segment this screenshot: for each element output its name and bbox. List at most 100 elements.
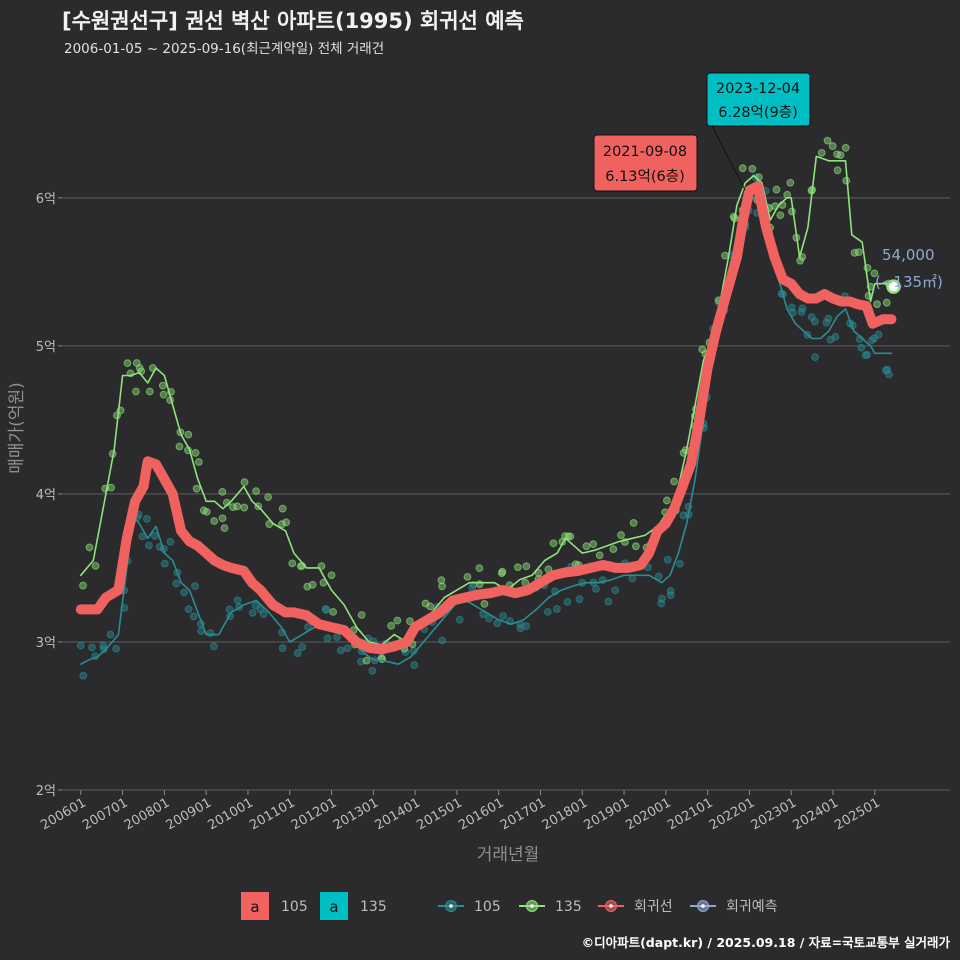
scatter-point-135: [873, 300, 881, 309]
scatter-point-105: [143, 514, 151, 523]
scatter-point-105: [811, 317, 819, 326]
scatter-point-105: [145, 541, 153, 550]
legend-dot-center-135: [530, 904, 534, 908]
scatter-point-105: [172, 579, 181, 588]
chart-title: [수원권선구] 권선 벽산 아파트(1995) 회귀선 예측: [62, 9, 524, 33]
scatter-point-135: [329, 607, 338, 616]
legend-label-회귀예측: 회귀예측: [726, 899, 778, 915]
end-value-label: 54,000: [882, 246, 935, 264]
legend-label-회귀선: 회귀선: [634, 899, 673, 915]
scatter-point-105: [868, 336, 876, 345]
scatter-point-105: [248, 608, 257, 617]
scatter-point-105: [160, 559, 169, 568]
scatter-point-105: [278, 644, 287, 653]
series-line-회귀선: [75, 181, 897, 655]
y-axis-ticks: 2억 3억 4억 5억 6억: [36, 192, 62, 799]
series-lines: [75, 155, 897, 665]
scatter-point-105: [822, 318, 831, 327]
scatter-point-135: [218, 514, 227, 523]
scatter-point-135: [870, 269, 879, 278]
scatter-point-135: [480, 600, 489, 608]
scatter-point-135: [421, 599, 430, 608]
scatter-point-135: [833, 166, 842, 175]
y-tick-label: 3억: [36, 636, 56, 651]
scatter-point-135: [303, 582, 312, 591]
scatter-point-135: [406, 617, 414, 626]
scatter-point-105: [628, 574, 637, 583]
scatter-point-135: [240, 478, 249, 487]
scatter-point-135: [362, 656, 371, 665]
scatter-point-135: [282, 518, 291, 527]
end-area-label: (~135㎡): [875, 273, 943, 291]
y-tick-label: 4억: [36, 488, 56, 503]
scatter-point-135: [513, 563, 522, 572]
scatter-point-135: [184, 430, 193, 439]
scatter-point-135: [850, 248, 859, 257]
scatter-point-135: [132, 387, 140, 396]
scatter-point-135: [549, 539, 558, 548]
scatter-point-135: [278, 504, 287, 513]
scatter-point-105: [79, 671, 88, 680]
scatter-point-135: [210, 517, 219, 525]
legend: a 105 a 135 105 135 회귀선 회귀예측: [241, 892, 778, 920]
scatter-point-135: [582, 542, 591, 551]
legend-swatch-105: [241, 892, 269, 920]
scatter-point-135: [107, 483, 116, 492]
scatter-point-135: [772, 185, 781, 194]
y-tick-label: 5억: [36, 340, 56, 355]
callout-box-2021: [593, 134, 698, 192]
scatter-point-135: [595, 551, 604, 560]
callout-value-2021: 6.13억(6층): [605, 168, 685, 185]
scatter-point-105: [455, 615, 464, 624]
scatter-point-105: [106, 630, 115, 639]
scatter-point-105: [336, 646, 345, 655]
scatter-point-135: [387, 621, 396, 630]
y-tick-label: 6억: [36, 192, 56, 207]
scatter-point-135: [786, 178, 795, 187]
scatter-point-105: [553, 605, 561, 613]
scatter-point-135: [123, 359, 132, 368]
scatter-point-135: [240, 503, 249, 512]
legend-dot-center-회귀예측: [701, 904, 705, 908]
scatter-point-105: [225, 605, 234, 614]
scatter-point-135: [233, 502, 242, 511]
legend-dot-center-105: [449, 904, 453, 908]
scatter-point-105: [323, 634, 332, 643]
legend-dot-center-회귀선: [609, 904, 613, 908]
scatter-point-135: [463, 572, 472, 581]
scatter-point-135: [841, 143, 850, 152]
scatter-point-135: [828, 142, 837, 150]
callout-date-2021: 2021-09-08: [603, 144, 687, 160]
legend-key-135: a: [329, 898, 338, 916]
scatter-point-105: [522, 622, 531, 630]
annotations: 2021-09-08 6.13억(6층) 2023-12-04 6.28억(9층) 54…: [593, 72, 943, 294]
scatter-point-135: [589, 540, 598, 549]
scatter-point-105: [798, 304, 807, 313]
scatter-point-105: [368, 666, 377, 675]
scatter-point-135: [629, 519, 638, 527]
scatter-point-105: [499, 612, 507, 620]
scatter-point-135: [264, 493, 273, 502]
legend-label-135: 135: [555, 899, 582, 915]
scatter-point-105: [343, 644, 352, 653]
scatter-point-105: [611, 586, 620, 595]
scatter-point-105: [666, 591, 675, 600]
scatter-point-135: [670, 477, 679, 486]
scatter-point-135: [498, 567, 507, 576]
scatter-point-105: [493, 619, 502, 628]
scatter-point-135: [175, 442, 184, 451]
scatter-point-135: [91, 561, 100, 570]
scatter-point-105: [88, 643, 96, 652]
scatter-point-105: [575, 595, 584, 604]
scatter-point-105: [293, 649, 302, 657]
caption: ©디아파트(dapt.kr) / 2025.09.18 / 자료=국토교통부 실…: [582, 935, 951, 950]
scatter-point-105: [863, 350, 872, 359]
scatter-point-105: [663, 555, 672, 564]
scatter-point-135: [823, 136, 832, 145]
legend-label-105: 105: [474, 899, 501, 915]
scatter-point-105: [166, 537, 175, 546]
scatter-point-105: [874, 330, 883, 339]
callout-date-2023: 2023-12-04: [716, 81, 800, 97]
end-point-marker: [886, 279, 901, 294]
scatter-point-105: [99, 641, 108, 650]
